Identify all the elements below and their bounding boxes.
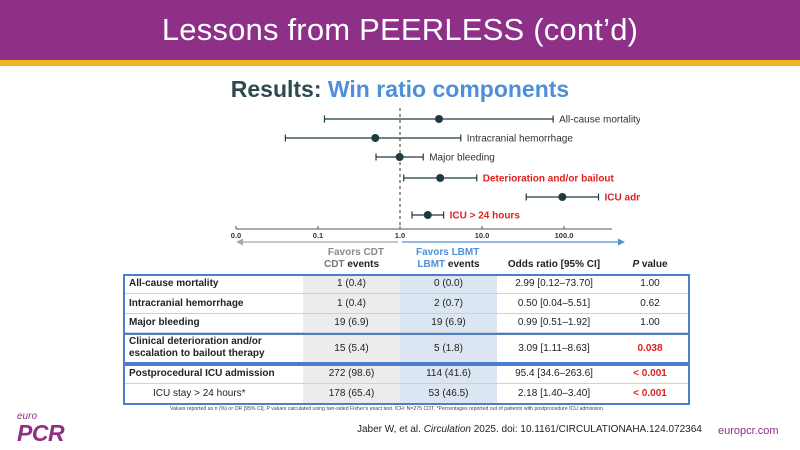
cell-p: 0.038 xyxy=(611,332,689,364)
table-header-row: CDT events LBMT events Odds ratio [95% C… xyxy=(123,256,689,274)
footnote: Values reported as n (%) or OR [95% CI].… xyxy=(170,406,605,412)
citation-doi: 2025. doi: 10.1161/CIRCULATIONAHA.124.07… xyxy=(470,424,702,435)
subtitle-prefix: Results: xyxy=(230,76,322,102)
row-label: All-cause mortality xyxy=(559,115,640,126)
header-p-value: P value xyxy=(611,256,689,274)
logo-pcr-text: PCR xyxy=(17,420,65,446)
cell-or: 0.99 [0.51–1.92] xyxy=(497,312,611,333)
cell-cdt: 272 (98.6) xyxy=(303,363,400,383)
cell-p: 0.62 xyxy=(611,293,689,313)
cell-or: 3.09 [1.11–8.63] xyxy=(497,332,611,364)
x-tick-label: 10.0 xyxy=(475,231,490,240)
cell-cdt: 1 (0.4) xyxy=(303,293,400,313)
favors-cdt-label: Favors CDT xyxy=(328,247,384,258)
x-tick-label: 1.0 xyxy=(395,231,405,240)
cell-lbmt: 2 (0.7) xyxy=(400,293,497,313)
cell-outcome: All-cause mortality xyxy=(123,273,303,294)
point-estimate xyxy=(371,134,380,142)
x-tick-label: 0.1 xyxy=(313,231,323,240)
cell-outcome-line1: Clinical deterioration and/or xyxy=(129,336,262,347)
favors-lbmt-label: Favors LBMT xyxy=(416,247,479,258)
row-label: Major bleeding xyxy=(429,153,495,164)
header-cdt-events: CDT events xyxy=(303,256,400,274)
cell-p: 1.00 xyxy=(611,273,689,294)
table-row: Postprocedural ICU admission 272 (98.6) … xyxy=(123,363,689,383)
header-cdt-bold: CDT xyxy=(323,259,345,271)
slide-title: Lessons from PEERLESS (cont’d) xyxy=(161,12,639,47)
cell-p: < 0.001 xyxy=(611,363,689,383)
header-lbmt-bold: LBMT xyxy=(417,259,446,271)
site-link[interactable]: europcr.com xyxy=(718,425,779,437)
table-row: All-cause mortality 1 (0.4) 0 (0.0) 2.99… xyxy=(123,273,689,294)
title-bar: Lessons from PEERLESS (cont’d) xyxy=(0,0,800,60)
cell-lbmt: 114 (41.6) xyxy=(400,363,497,383)
cell-or: 0.50 [0.04–5.51] xyxy=(497,293,611,313)
header-outcome xyxy=(123,256,303,274)
header-lbmt-rest: events xyxy=(445,259,480,271)
table-row: Clinical deterioration and/or escalation … xyxy=(123,332,689,364)
cell-lbmt: 5 (1.8) xyxy=(400,332,497,364)
cell-p: < 0.001 xyxy=(611,382,689,403)
cell-lbmt: 53 (46.5) xyxy=(400,382,497,403)
row-label: ICU admission xyxy=(605,193,640,204)
table-row: Intracranial hemorrhage 1 (0.4) 2 (0.7) … xyxy=(123,293,689,313)
logo-euro-text: euro xyxy=(17,411,38,422)
cell-lbmt: 0 (0.0) xyxy=(400,273,497,294)
favors-lbmt-arrowhead xyxy=(618,238,625,246)
cell-or: 95.4 [34.6–263.6] xyxy=(497,363,611,383)
table-row: Major bleeding 19 (6.9) 19 (6.9) 0.99 [0… xyxy=(123,312,689,333)
point-estimate xyxy=(423,211,432,219)
cell-cdt: 1 (0.4) xyxy=(303,273,400,294)
subtitle-highlight: Win ratio components xyxy=(327,76,570,102)
cell-outcome: Postprocedural ICU admission xyxy=(123,363,303,383)
results-table: CDT events LBMT events Odds ratio [95% C… xyxy=(123,256,689,403)
citation-authors: Jaber W, et al. xyxy=(357,424,424,435)
cell-outcome: Major bleeding xyxy=(123,312,303,333)
cell-cdt: 15 (5.4) xyxy=(303,332,400,364)
row-label: Deterioration and/or bailout xyxy=(483,174,615,185)
cell-p: 1.00 xyxy=(611,312,689,333)
row-label: Intracranial hemorrhage xyxy=(467,134,574,145)
cell-outcome: Clinical deterioration and/or escalation … xyxy=(123,332,303,364)
favors-cdt-arrowhead xyxy=(236,238,243,246)
cell-outcome-line2: escalation to bailout therapy xyxy=(129,348,265,359)
point-estimate xyxy=(435,115,444,123)
europcr-logo: euro PCR xyxy=(17,411,65,446)
header-odds-ratio: Odds ratio [95% CI] xyxy=(507,259,601,271)
cell-or: 2.18 [1.40–3.40] xyxy=(497,382,611,403)
chart-subtitle: Results: Win ratio components xyxy=(0,76,800,103)
cell-cdt: 178 (65.4) xyxy=(303,382,400,403)
header-cdt-rest: events xyxy=(344,259,380,271)
citation: Jaber W, et al. Circulation 2025. doi: 1… xyxy=(357,424,702,435)
cell-or: 2.99 [0.12–73.70] xyxy=(497,273,611,294)
forest-plot: All-cause mortality Intracranial hemorrha… xyxy=(231,108,640,258)
header-p-italic: P xyxy=(632,259,640,271)
point-estimate xyxy=(436,174,445,182)
table-row: ICU stay > 24 hours* 178 (65.4) 53 (46.5… xyxy=(123,382,689,403)
title-stripe xyxy=(0,60,800,66)
header-p-rest: value xyxy=(639,259,668,271)
cell-outcome: Intracranial hemorrhage xyxy=(123,293,303,313)
x-tick-label: 100.0 xyxy=(555,231,574,240)
row-label: ICU > 24 hours xyxy=(450,211,521,222)
cell-lbmt: 19 (6.9) xyxy=(400,312,497,333)
x-tick-label: 0.0 xyxy=(231,231,241,240)
citation-journal: Circulation xyxy=(423,424,471,435)
header-lbmt-events: LBMT events xyxy=(400,256,497,274)
point-estimate xyxy=(558,193,567,201)
cell-cdt: 19 (6.9) xyxy=(303,312,400,333)
point-estimate xyxy=(395,153,404,161)
cell-outcome: ICU stay > 24 hours* xyxy=(123,382,303,403)
